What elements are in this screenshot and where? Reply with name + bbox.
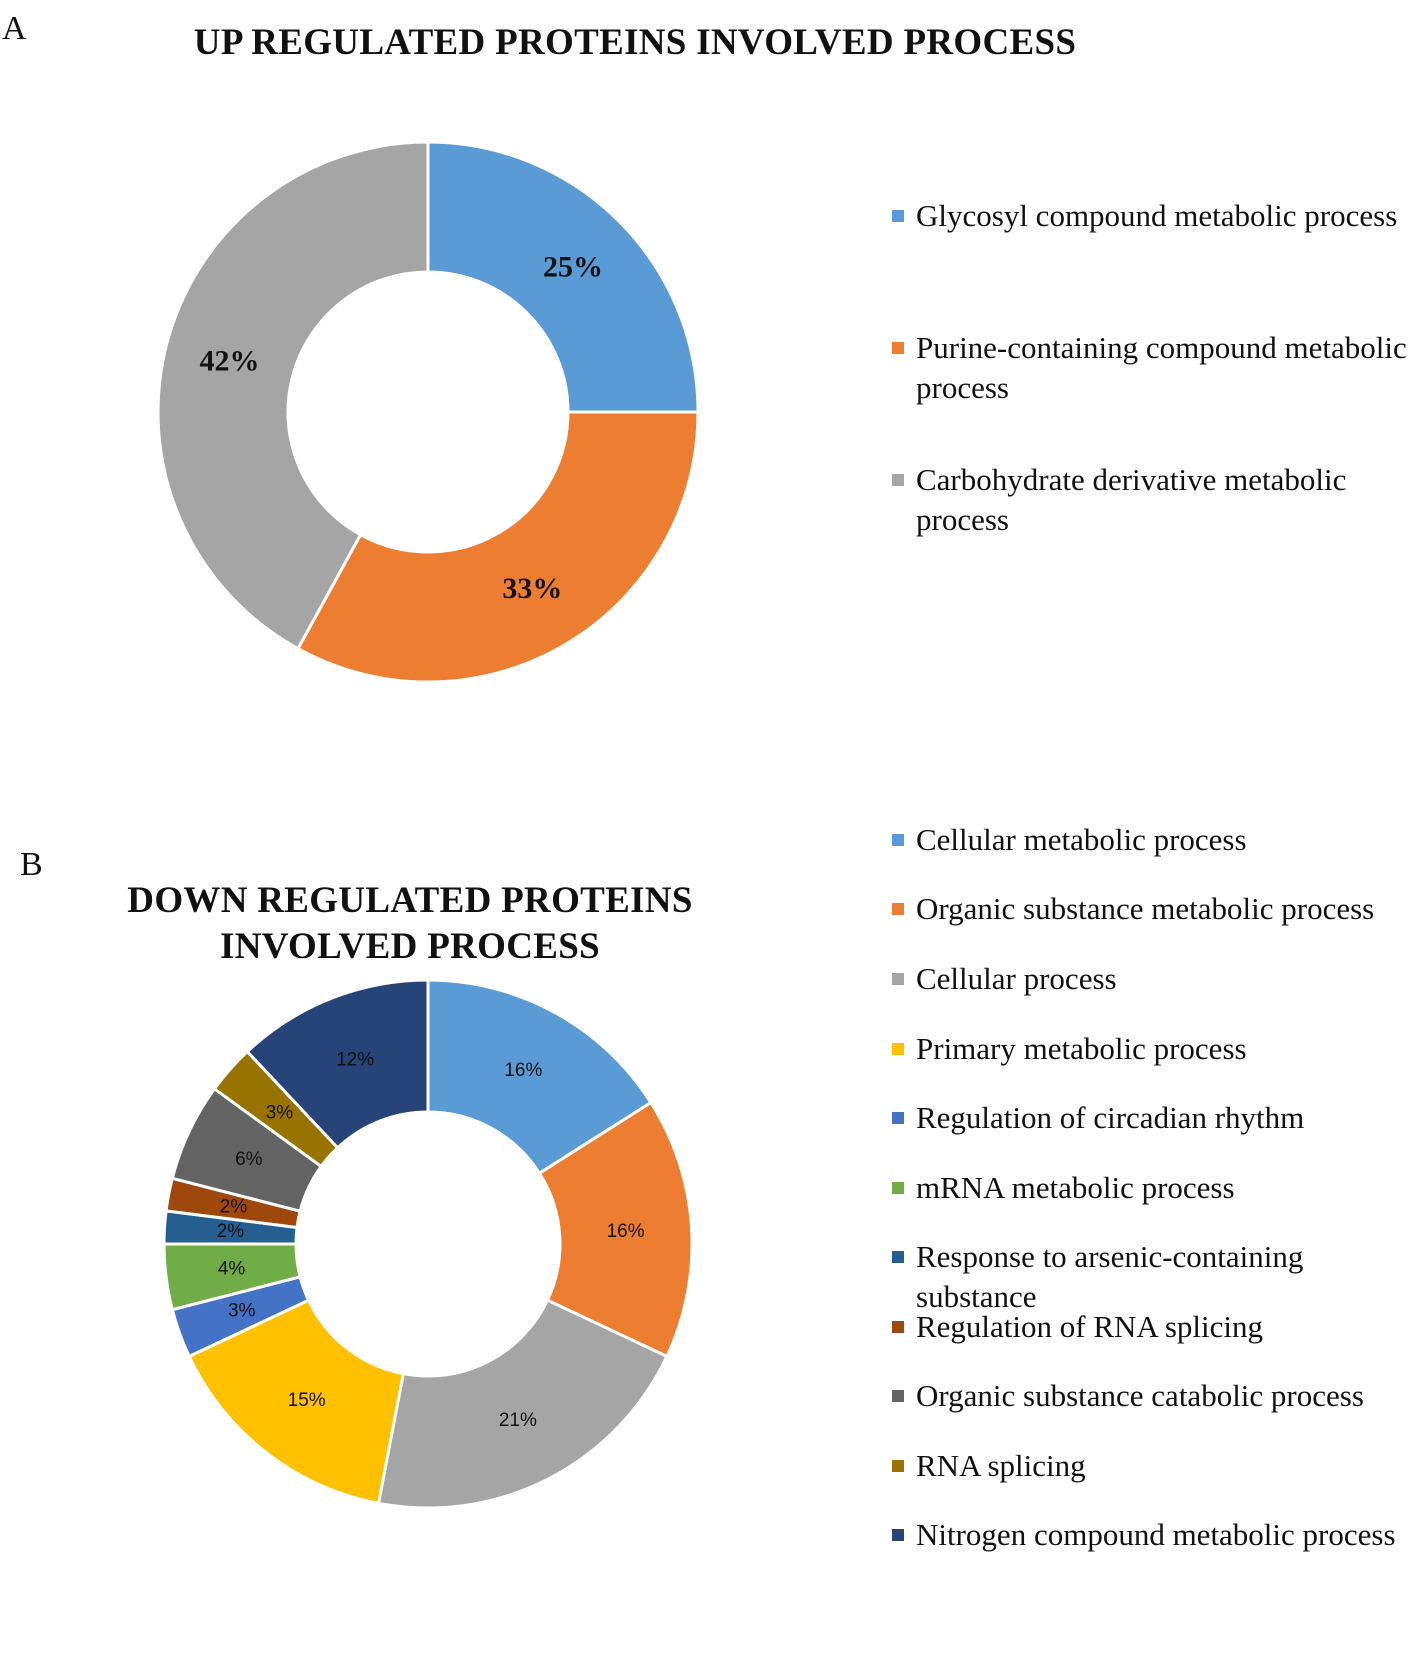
slice-carbohydrate-derivative-metabolic-process	[156, 140, 430, 651]
slice-primary-metabolic-process	[187, 1298, 406, 1506]
legend-label: Purine-containing compound metabolic pro…	[916, 330, 1407, 405]
legend-item-cellular-metabolic-process: Cellular metabolic process	[892, 820, 1247, 860]
legend-swatch	[892, 1460, 904, 1472]
legend-swatch	[892, 474, 904, 486]
legend-swatch	[892, 1390, 904, 1402]
legend-swatch	[892, 342, 904, 354]
legend-label: Carbohydrate derivative metabolic proces…	[916, 462, 1347, 537]
legend-label: Organic substance catabolic process	[916, 1378, 1364, 1413]
data-label-glycosyl-compound-metabolic-process: 25%	[543, 251, 603, 284]
legend-item-rna-splicing: RNA splicing	[892, 1446, 1086, 1486]
legend-label: Cellular process	[916, 961, 1117, 996]
legend-swatch	[892, 1043, 904, 1055]
legend-label: Regulation of RNA splicing	[916, 1309, 1264, 1344]
chart-b-donut: 16% 16% 21% 15% 3% 4% 2% 2% 6% 3% 12%	[162, 978, 694, 1510]
data-label-regulation-of-circadian-rhythm: 3%	[228, 1301, 256, 1322]
legend-label: Regulation of circadian rhythm	[916, 1100, 1305, 1135]
legend-item-organic-substance-metabolic-process: Organic substance metabolic process	[892, 889, 1374, 929]
data-label-nitrogen-compound-metabolic-process: 12%	[336, 1049, 374, 1070]
slice-cellular-metabolic-process	[426, 978, 653, 1176]
legend-label: RNA splicing	[916, 1448, 1086, 1483]
chart-b-data-labels: 16% 16% 21% 15% 3% 4% 2% 2% 6% 3% 12%	[217, 1049, 645, 1431]
legend-item-regulation-of-circadian-rhythm: Regulation of circadian rhythm	[892, 1098, 1304, 1138]
legend-swatch	[892, 1321, 904, 1333]
chart-b-title: DOWN REGULATED PROTEINS INVOLVED PROCESS	[90, 878, 730, 970]
panel-a-letter: A	[2, 10, 27, 47]
chart-a-data-labels: 25% 33% 42%	[199, 251, 603, 605]
data-label-response-to-arsenic-containing-substance: 2%	[217, 1221, 245, 1242]
legend-swatch	[892, 1112, 904, 1124]
legend-item-purine-containing-compound-metabolic-process: Purine-containing compound metabolic pro…	[892, 328, 1412, 408]
legend-label: mRNA metabolic process	[916, 1170, 1235, 1205]
data-label-purine-containing-compound-metabolic-process: 33%	[502, 572, 562, 605]
data-label-rna-splicing: 3%	[266, 1103, 294, 1124]
legend-label: Response to arsenic-containing substance	[916, 1239, 1304, 1314]
legend-swatch	[892, 834, 904, 846]
legend-swatch	[892, 1251, 904, 1263]
legend-label: Organic substance metabolic process	[916, 891, 1375, 926]
legend-item-cellular-process: Cellular process	[892, 959, 1117, 999]
legend-label: Nitrogen compound metabolic process	[916, 1517, 1396, 1552]
legend-item-nitrogen-compound-metabolic-process: Nitrogen compound metabolic process	[892, 1515, 1396, 1555]
data-label-cellular-process: 21%	[499, 1410, 537, 1431]
legend-label: Glycosyl compound metabolic process	[916, 198, 1398, 233]
legend-swatch	[892, 1529, 904, 1541]
data-label-cellular-metabolic-process: 16%	[504, 1060, 542, 1081]
chart-a-title: UP REGULATED PROTEINS INVOLVED PROCESS	[193, 22, 1077, 63]
chart-b-slices	[162, 978, 694, 1510]
legend-label: Primary metabolic process	[916, 1031, 1247, 1066]
legend-swatch	[892, 1182, 904, 1194]
data-label-carbohydrate-derivative-metabolic-process: 42%	[199, 345, 259, 378]
data-label-organic-substance-metabolic-process: 16%	[607, 1221, 645, 1242]
data-label-regulation-of-rna-splicing: 2%	[220, 1196, 248, 1217]
legend-label: Cellular metabolic process	[916, 822, 1247, 857]
chart-a-slices	[156, 140, 700, 684]
legend-item-primary-metabolic-process: Primary metabolic process	[892, 1029, 1247, 1069]
slice-nitrogen-compound-metabolic-process	[245, 978, 430, 1150]
data-label-primary-metabolic-process: 15%	[288, 1390, 326, 1411]
legend-item-carbohydrate-derivative-metabolic-process: Carbohydrate derivative metabolic proces…	[892, 460, 1412, 540]
legend-swatch	[892, 973, 904, 985]
legend-item-glycosyl-compound-metabolic-process: Glycosyl compound metabolic process	[892, 196, 1397, 236]
legend-item-regulation-of-rna-splicing: Regulation of RNA splicing	[892, 1307, 1263, 1347]
data-label-organic-substance-catabolic-process: 6%	[235, 1149, 263, 1170]
slice-cellular-process	[376, 1298, 669, 1510]
slice-organic-substance-metabolic-process	[537, 1100, 694, 1359]
chart-a-donut: 25% 33% 42%	[156, 140, 700, 684]
slice-purine-containing-compound-metabolic-process	[295, 410, 700, 684]
legend-swatch	[892, 903, 904, 915]
chart-b-title-line1: DOWN REGULATED PROTEINS	[127, 880, 693, 921]
legend-item-response-to-arsenic-containing-substance: Response to arsenic-containing substance	[892, 1237, 1417, 1317]
slice-glycosyl-compound-metabolic-process	[426, 140, 700, 414]
panel-b-letter: B	[20, 846, 43, 883]
legend-item-organic-substance-catabolic-process: Organic substance catabolic process	[892, 1376, 1364, 1416]
data-label-mrna-metabolic-process: 4%	[218, 1258, 246, 1279]
chart-b-title-line2: INVOLVED PROCESS	[220, 926, 600, 967]
legend-swatch	[892, 210, 904, 222]
legend-item-mrna-metabolic-process: mRNA metabolic process	[892, 1168, 1235, 1208]
